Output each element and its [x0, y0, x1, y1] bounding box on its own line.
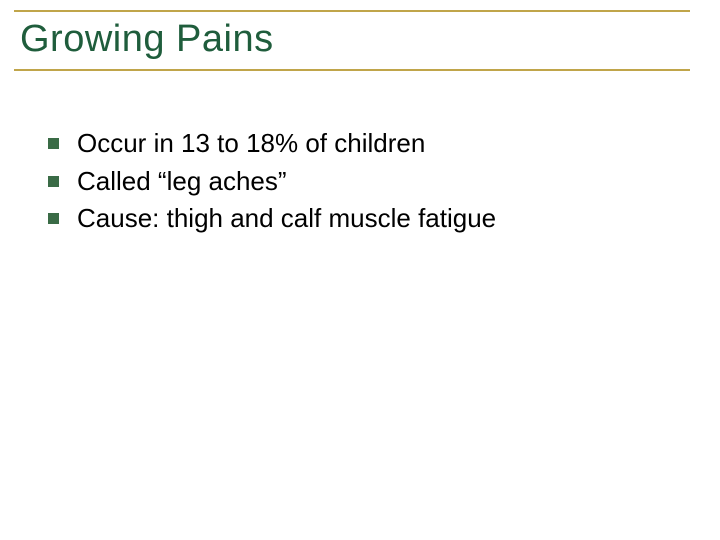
slide: Growing Pains Occur in 13 to 18% of chil…: [0, 0, 720, 540]
title-block: Growing Pains: [14, 10, 690, 71]
bullet-icon: [48, 138, 59, 149]
bullet-text: Cause: thigh and calf muscle fatigue: [77, 203, 496, 235]
bullet-text: Called “leg aches”: [77, 166, 287, 198]
list-item: Called “leg aches”: [48, 166, 680, 198]
title-rule-bottom: [14, 69, 690, 71]
list-item: Cause: thigh and calf muscle fatigue: [48, 203, 680, 235]
bullet-text: Occur in 13 to 18% of children: [77, 128, 425, 160]
body-content: Occur in 13 to 18% of children Called “l…: [48, 128, 680, 241]
bullet-icon: [48, 176, 59, 187]
list-item: Occur in 13 to 18% of children: [48, 128, 680, 160]
bullet-icon: [48, 213, 59, 224]
slide-title: Growing Pains: [14, 12, 690, 69]
